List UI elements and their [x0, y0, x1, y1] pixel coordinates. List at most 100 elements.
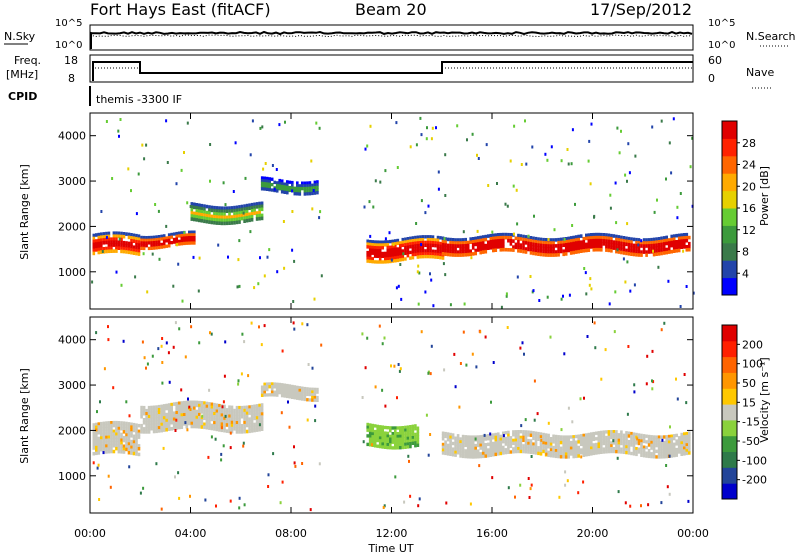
- velocity-cell: [195, 424, 199, 429]
- power-cell: [381, 251, 384, 256]
- velocity-cell: [270, 382, 274, 386]
- velocity-cell: [577, 437, 580, 441]
- velocity-cell: [642, 451, 646, 455]
- velocity-cell: [637, 450, 641, 454]
- power-cell: [587, 242, 591, 246]
- power-cell: [557, 243, 560, 248]
- velocity-cell: [544, 441, 548, 446]
- power-cell: [137, 249, 141, 253]
- velocity-echo: [571, 420, 574, 424]
- velocity-cell: [677, 438, 681, 443]
- power-cell: [642, 247, 646, 251]
- velocity-cell: [399, 429, 402, 433]
- power-cell: [642, 250, 646, 254]
- power-cell: [529, 242, 533, 246]
- velocity-cell: [97, 451, 101, 455]
- power-cell: [552, 244, 555, 248]
- velocity-cell: [238, 405, 241, 410]
- velocity-cell: [562, 446, 565, 451]
- power-cell: [97, 244, 101, 249]
- velocity-cell: [554, 449, 558, 453]
- power-cbar-tick-label: 16: [742, 202, 756, 215]
- velocity-cell: [193, 421, 196, 426]
- velocity-cell: [115, 432, 118, 436]
- power-echo: [444, 153, 447, 157]
- velocity-cell: [494, 438, 498, 442]
- velocity-cell: [255, 422, 259, 426]
- power-cell: [384, 240, 387, 244]
- velocity-cell: [311, 395, 314, 400]
- power-cell: [632, 243, 636, 248]
- velocity-cell: [235, 412, 239, 416]
- velocity-cell: [532, 450, 535, 455]
- velocity-cell: [145, 424, 148, 428]
- power-cell: [672, 243, 676, 247]
- velocity-cell: [459, 454, 462, 458]
- velocity-echo: [523, 352, 525, 356]
- velocity-cell: [203, 416, 206, 420]
- velocity-cell: [293, 385, 297, 389]
- velocity-cell: [306, 392, 309, 396]
- power-cell: [625, 236, 628, 241]
- velocity-cell: [180, 401, 184, 405]
- velocity-cell: [100, 433, 103, 437]
- power-echo: [566, 148, 569, 151]
- velocity-cell: [512, 447, 515, 451]
- velocity-cell: [125, 442, 128, 446]
- velocity-echo: [529, 487, 532, 491]
- velocity-cell: [105, 421, 108, 425]
- velocity-echo: [96, 410, 98, 414]
- velocity-cell: [612, 441, 616, 445]
- power-cell: [615, 240, 618, 245]
- velocity-echo: [229, 431, 232, 435]
- velocity-cell: [502, 451, 505, 455]
- velocity-cell: [378, 444, 382, 449]
- power-cell: [547, 244, 550, 248]
- power-cell: [582, 236, 586, 241]
- power-cell: [436, 247, 440, 251]
- velocity-cell: [291, 395, 294, 399]
- power-cell: [373, 243, 377, 247]
- velocity-cell: [464, 454, 467, 459]
- velocity-cell: [373, 432, 377, 437]
- velocity-cell: [632, 440, 636, 445]
- freq-unit: [MHz]: [6, 68, 38, 81]
- velocity-cell: [559, 455, 563, 459]
- velocity-cell: [190, 412, 194, 417]
- velocity-cell: [647, 437, 651, 442]
- power-cell: [308, 181, 312, 185]
- velocity-cell: [481, 434, 485, 439]
- nave-tick-top: 60: [708, 54, 722, 67]
- velocity-cell: [389, 434, 392, 439]
- power-cell: [647, 241, 651, 245]
- velocity-cell: [180, 413, 184, 417]
- velocity-cell: [667, 437, 671, 441]
- power-echo: [532, 289, 535, 293]
- power-cell: [95, 242, 98, 246]
- velocity-cell: [529, 442, 533, 446]
- velocity-cell: [406, 433, 410, 438]
- power-echo: [420, 243, 423, 246]
- power-cell: [368, 259, 372, 264]
- power-echo: [388, 231, 391, 235]
- power-ytick-label: 4000: [58, 130, 86, 143]
- power-cell: [278, 187, 281, 191]
- velocity-cell: [489, 439, 493, 443]
- power-cell: [539, 252, 543, 257]
- velocity-cell: [228, 408, 231, 412]
- power-cell: [529, 239, 533, 243]
- power-cell: [426, 249, 430, 253]
- power-echo: [275, 168, 278, 171]
- velocity-echo: [459, 362, 462, 365]
- velocity-cell: [142, 427, 146, 431]
- velocity-cell: [607, 432, 611, 437]
- power-cell: [177, 234, 181, 238]
- velocity-cell: [233, 427, 236, 431]
- power-cell: [97, 238, 101, 243]
- velocity-cell: [210, 423, 214, 428]
- velocity-cell: [572, 452, 575, 456]
- power-cell: [572, 235, 575, 240]
- velocity-cell: [409, 442, 412, 446]
- velocity-cell: [245, 420, 249, 425]
- velocity-cell: [522, 444, 525, 448]
